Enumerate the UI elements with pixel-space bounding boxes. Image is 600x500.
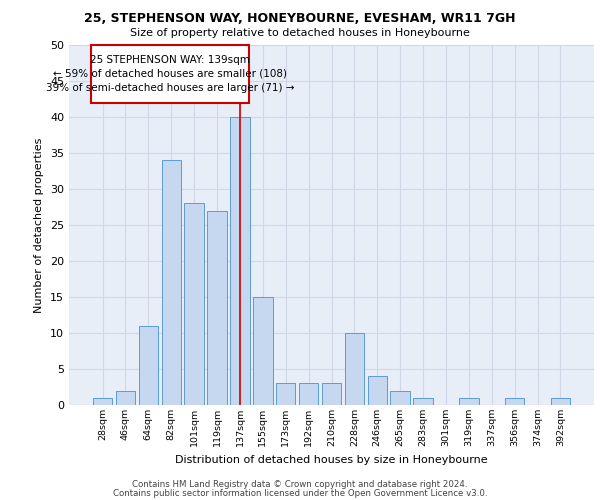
Bar bbox=[413, 398, 433, 405]
Bar bbox=[505, 398, 524, 405]
Bar bbox=[344, 333, 364, 405]
Bar bbox=[253, 297, 272, 405]
Bar bbox=[276, 384, 295, 405]
Bar bbox=[299, 384, 319, 405]
Bar bbox=[322, 384, 341, 405]
Bar bbox=[161, 160, 181, 405]
Text: Size of property relative to detached houses in Honeybourne: Size of property relative to detached ho… bbox=[130, 28, 470, 38]
Bar bbox=[368, 376, 387, 405]
Text: 25, STEPHENSON WAY, HONEYBOURNE, EVESHAM, WR11 7GH: 25, STEPHENSON WAY, HONEYBOURNE, EVESHAM… bbox=[84, 12, 516, 26]
Bar bbox=[551, 398, 570, 405]
Bar bbox=[184, 204, 204, 405]
Y-axis label: Number of detached properties: Number of detached properties bbox=[34, 138, 44, 312]
Bar bbox=[391, 390, 410, 405]
Bar bbox=[139, 326, 158, 405]
Text: Contains HM Land Registry data © Crown copyright and database right 2024.: Contains HM Land Registry data © Crown c… bbox=[132, 480, 468, 489]
Text: Contains public sector information licensed under the Open Government Licence v3: Contains public sector information licen… bbox=[113, 488, 487, 498]
FancyBboxPatch shape bbox=[91, 45, 249, 102]
Bar bbox=[93, 398, 112, 405]
Text: 25 STEPHENSON WAY: 139sqm
← 59% of detached houses are smaller (108)
39% of semi: 25 STEPHENSON WAY: 139sqm ← 59% of detac… bbox=[46, 55, 295, 93]
Bar bbox=[459, 398, 479, 405]
X-axis label: Distribution of detached houses by size in Honeybourne: Distribution of detached houses by size … bbox=[175, 454, 488, 464]
Bar bbox=[116, 390, 135, 405]
Bar bbox=[208, 210, 227, 405]
Bar bbox=[230, 117, 250, 405]
